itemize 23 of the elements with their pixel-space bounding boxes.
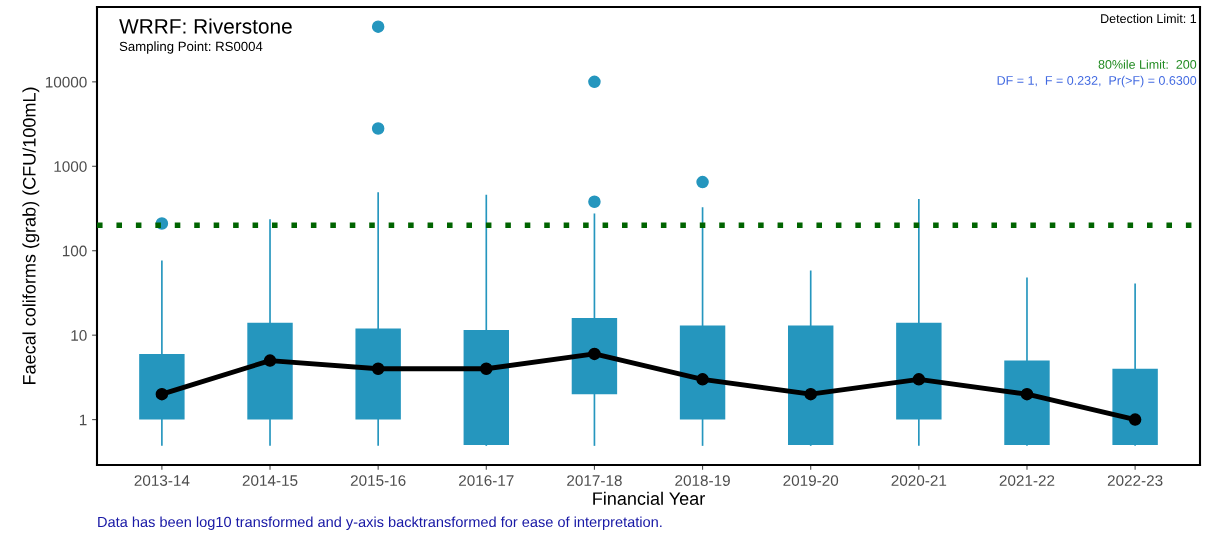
x-tick-label: 2021-22 xyxy=(999,475,1055,486)
x-tick-label: 2015-16 xyxy=(350,475,406,486)
annotation: Detection Limit: 1 xyxy=(1101,13,1197,24)
y-axis-title: Faecal coliforms (grab) (CFU/100mL) xyxy=(22,87,40,384)
x-tick-label: 2017-18 xyxy=(567,475,622,486)
annotation: DF = 1, F = 0.232, Pr(>F) = 0.6300 xyxy=(997,75,1197,88)
y-tick-label: 1000 xyxy=(54,161,87,172)
annotation: 80%ile Limit: 200 xyxy=(1098,59,1197,69)
x-tick-label: 2018-19 xyxy=(675,475,730,486)
chart-title: WRRF: Riverstone xyxy=(119,18,292,34)
text: Data has been log10 transformed and y-axis backtransformed for ease of interpretation. xyxy=(98,516,662,530)
x-tick-label: 2013-14 xyxy=(134,475,190,486)
x-tick-label: 2014-15 xyxy=(242,475,298,486)
x-tick-label: 2022-23 xyxy=(1107,475,1163,486)
y-tick-label: 1 xyxy=(79,414,87,426)
x-tick-label: 2020-21 xyxy=(891,475,947,486)
x-tick-label: 2016-17 xyxy=(459,475,514,486)
y-tick-label: 100 xyxy=(62,245,87,257)
text: Sampling Point: RS0004 xyxy=(119,41,263,54)
x-axis-title: Financial Year xyxy=(593,491,705,505)
y-tick-label: 10000 xyxy=(45,76,87,88)
x-tick-label: 2019-20 xyxy=(783,475,839,486)
y-tick-label: 10 xyxy=(71,330,87,341)
